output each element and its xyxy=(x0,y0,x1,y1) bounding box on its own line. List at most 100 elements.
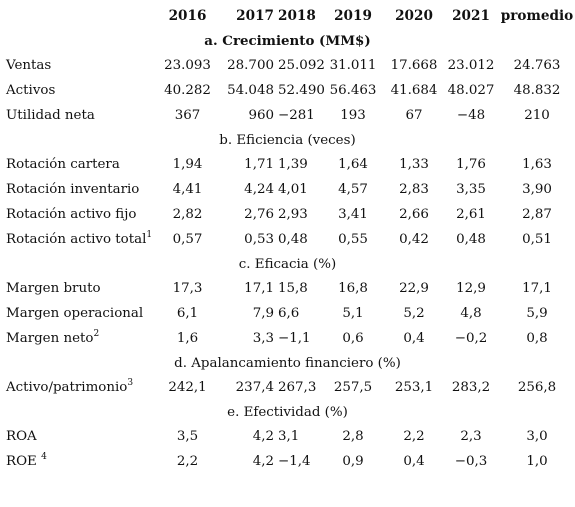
value-cell: 193 xyxy=(340,108,366,123)
row-label: Rotación cartera xyxy=(0,152,152,177)
value-cell: 12,9 xyxy=(456,281,486,296)
section-title: d. Apalancamiento financiero (%) xyxy=(174,355,401,371)
row-label-text: Rotación activo total xyxy=(6,232,147,247)
row-label: Rotación activo total1 xyxy=(0,227,152,252)
row-label-text: Margen bruto xyxy=(6,281,101,296)
header-year-2020: 2020 xyxy=(395,8,433,24)
value-cell: 23.012 xyxy=(447,58,495,73)
row-label-text: Activo/patrimonio xyxy=(6,380,128,395)
value-cell: −48 xyxy=(456,108,486,123)
section-header-row: c. Eficacia (%) xyxy=(0,252,575,276)
value-cell: 17.668 xyxy=(390,58,438,73)
row-label: Utilidad neta xyxy=(0,103,152,128)
table-row: Rotación cartera 1,94 1,71 1,39 1,64 1,33 1,76… xyxy=(0,152,575,177)
value-cell: 242,1 xyxy=(168,380,207,395)
section-title: a. Crecimiento (MM$) xyxy=(204,33,371,49)
value-cell: 56.463 xyxy=(329,83,377,98)
value-cell: 5,2 xyxy=(403,306,425,321)
value-cell: 24.763 xyxy=(513,58,561,73)
table-body: a. Crecimiento (MM$) Ventas 23.093 28.700 25… xyxy=(0,29,575,474)
value-cell: 7,9 xyxy=(252,306,274,321)
row-label-text: ROE xyxy=(6,454,42,469)
value-cell: 4,41 xyxy=(172,182,203,197)
row-label: ROE 4 xyxy=(0,449,152,474)
value-cell: 1,39 xyxy=(278,157,308,172)
header-label xyxy=(0,3,152,29)
row-label-text: Activos xyxy=(6,83,56,98)
value-cell: 5,1 xyxy=(342,306,364,321)
value-cell: 3,90 xyxy=(522,182,552,197)
value-cell: 1,76 xyxy=(456,157,486,172)
value-cell: 4,01 xyxy=(278,182,308,197)
row-label: ROA xyxy=(0,424,152,449)
value-cell: 257,5 xyxy=(333,380,373,395)
header-average: promedio xyxy=(500,8,574,24)
value-cell: 3,0 xyxy=(526,429,548,444)
section-title: e. Efectividad (%) xyxy=(227,404,348,420)
value-cell: 0,4 xyxy=(403,331,425,346)
value-cell: 1,63 xyxy=(522,157,552,172)
value-cell: 6,6 xyxy=(278,306,300,321)
value-cell: 2,83 xyxy=(399,182,429,197)
value-cell: 22,9 xyxy=(399,281,429,296)
footnote-marker: 3 xyxy=(127,378,134,388)
value-cell: −1,4 xyxy=(278,454,311,469)
row-label-text: Rotación activo fijo xyxy=(6,207,137,222)
row-label: Activo/patrimonio3 xyxy=(0,375,152,400)
header-row: 2016 2017 2018 2019 2020 2021 promedio xyxy=(0,3,575,29)
table-row: Ventas 23.093 28.700 25.092 31.011 17.668 23.0… xyxy=(0,53,575,78)
row-label-text: Ventas xyxy=(6,58,52,73)
table-row: Utilidad neta 367 960 −281 193 67 −48 210 xyxy=(0,103,575,128)
value-cell: 17,1 xyxy=(244,281,274,296)
value-cell: 17,3 xyxy=(172,281,203,296)
financial-indicators-table: 2016 2017 2018 2019 2020 2021 promedio a… xyxy=(0,3,575,474)
row-label-text: Margen operacional xyxy=(6,306,144,321)
value-cell: 0,51 xyxy=(522,232,552,247)
row-label: Margen bruto xyxy=(0,276,152,301)
footnote-marker: 4 xyxy=(41,452,47,462)
value-cell: −0,3 xyxy=(454,454,488,469)
table-row: Margen neto2 1,6 3,3 −1,1 0,6 0,4 −0,2 0,8 xyxy=(0,326,575,351)
value-cell: 17,1 xyxy=(522,281,552,296)
value-cell: −281 xyxy=(278,108,315,123)
row-label: Ventas xyxy=(0,53,152,78)
value-cell: 3,3 xyxy=(252,331,274,346)
value-cell: 253,1 xyxy=(394,380,434,395)
section-header-row: a. Crecimiento (MM$) xyxy=(0,29,575,53)
value-cell: 1,0 xyxy=(526,454,548,469)
value-cell: 0,53 xyxy=(244,232,274,247)
table-row: ROA 3,5 4,2 3,1 2,8 2,2 2,3 3,0 xyxy=(0,424,575,449)
row-label-text: ROA xyxy=(6,429,37,444)
footnote-marker: 1 xyxy=(146,230,153,240)
value-cell: 67 xyxy=(405,108,423,123)
value-cell: 5,9 xyxy=(526,306,548,321)
value-cell: 3,1 xyxy=(278,429,300,444)
value-cell: 367 xyxy=(174,108,201,123)
value-cell: 0,4 xyxy=(403,454,425,469)
row-label-text: Margen neto xyxy=(6,331,94,346)
header-year-2018: 2018 xyxy=(278,8,316,24)
value-cell: 25.092 xyxy=(278,58,325,73)
value-cell: −1,1 xyxy=(278,331,311,346)
row-label-text: Utilidad neta xyxy=(6,108,95,123)
value-cell: 31.011 xyxy=(329,58,377,73)
value-cell: 16,8 xyxy=(338,281,368,296)
value-cell: 23.093 xyxy=(164,58,211,73)
table-row: Rotación activo total1 0,57 0,53 0,48 0,55 0,… xyxy=(0,227,575,252)
value-cell: 0,8 xyxy=(526,331,548,346)
table-header: 2016 2017 2018 2019 2020 2021 promedio xyxy=(0,3,575,29)
value-cell: 2,82 xyxy=(172,207,203,222)
row-label-text: Rotación cartera xyxy=(6,157,120,172)
header-year-2019: 2019 xyxy=(334,8,372,24)
value-cell: 2,66 xyxy=(399,207,429,222)
value-cell: 1,64 xyxy=(338,157,368,172)
value-cell: 237,4 xyxy=(235,380,274,395)
value-cell: 4,57 xyxy=(338,182,368,197)
value-cell: 0,6 xyxy=(342,331,364,346)
value-cell: 2,93 xyxy=(278,207,308,222)
value-cell: 4,8 xyxy=(460,306,482,321)
value-cell: 2,87 xyxy=(522,207,552,222)
value-cell: 4,2 xyxy=(252,454,274,469)
value-cell: 210 xyxy=(524,108,550,123)
value-cell: 3,5 xyxy=(176,429,199,444)
